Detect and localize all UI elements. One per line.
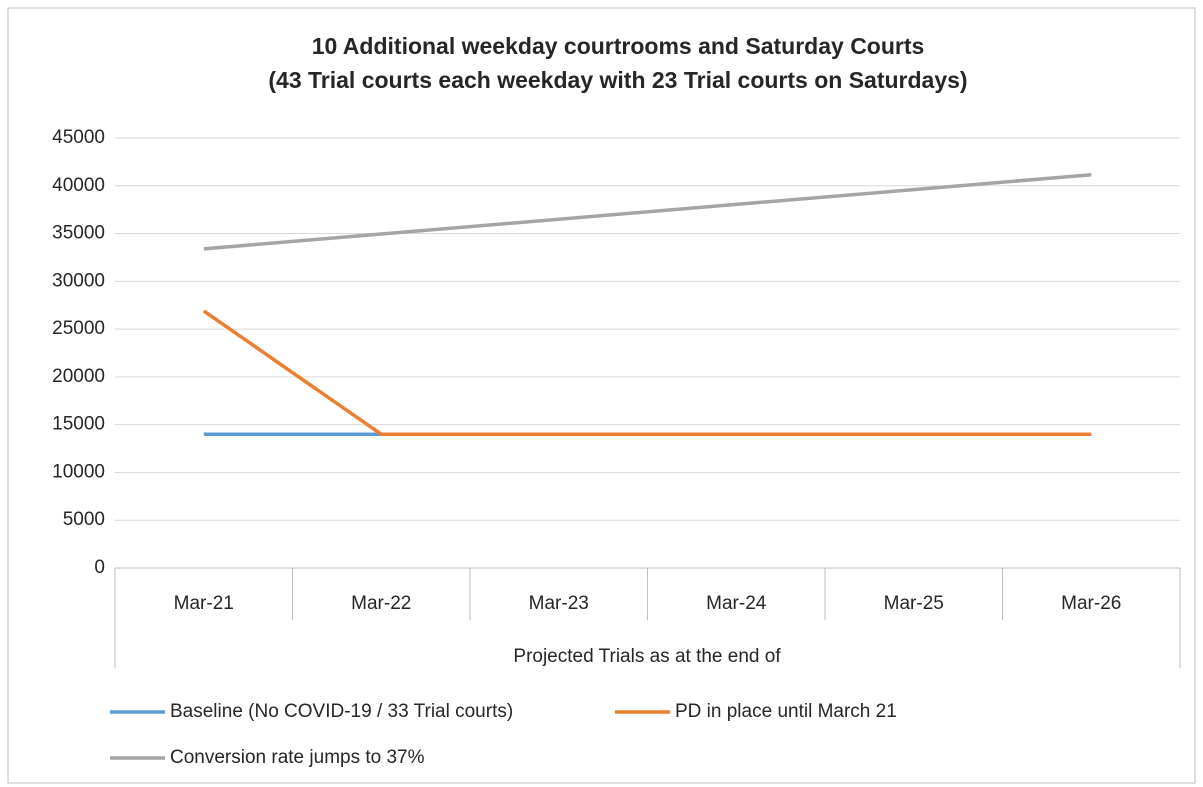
legend-label: Conversion rate jumps to 37% <box>170 747 425 768</box>
chart-title: 10 Additional weekday courtrooms and Sat… <box>312 33 925 59</box>
legend-label: PD in place until March 21 <box>675 701 897 722</box>
chart-subtitle: (43 Trial courts each weekday with 23 Tr… <box>268 67 967 93</box>
y-tick-label: 15000 <box>52 414 105 435</box>
x-tick-label: Mar-25 <box>884 593 944 614</box>
y-tick-label: 5000 <box>63 509 105 530</box>
x-tick-label: Mar-24 <box>706 593 767 614</box>
legend-label: Baseline (No COVID-19 / 33 Trial courts) <box>170 701 513 722</box>
y-tick-label: 10000 <box>52 461 105 482</box>
x-axis-title: Projected Trials as at the end of <box>513 646 781 667</box>
y-tick-label: 40000 <box>52 175 105 196</box>
y-tick-label: 35000 <box>52 223 105 244</box>
chart-border <box>7 7 1196 784</box>
y-tick-label: 25000 <box>52 318 105 339</box>
y-tick-label: 30000 <box>52 270 105 291</box>
y-tick-label: 45000 <box>52 127 105 148</box>
x-tick-label: Mar-22 <box>351 593 411 614</box>
x-tick-label: Mar-23 <box>529 593 589 614</box>
x-tick-label: Mar-26 <box>1061 593 1121 614</box>
x-tick-label: Mar-21 <box>174 593 234 614</box>
y-tick-label: 20000 <box>52 366 105 387</box>
y-tick-label: 0 <box>94 557 105 578</box>
series-line <box>202 309 1092 436</box>
series-line <box>203 173 1092 251</box>
